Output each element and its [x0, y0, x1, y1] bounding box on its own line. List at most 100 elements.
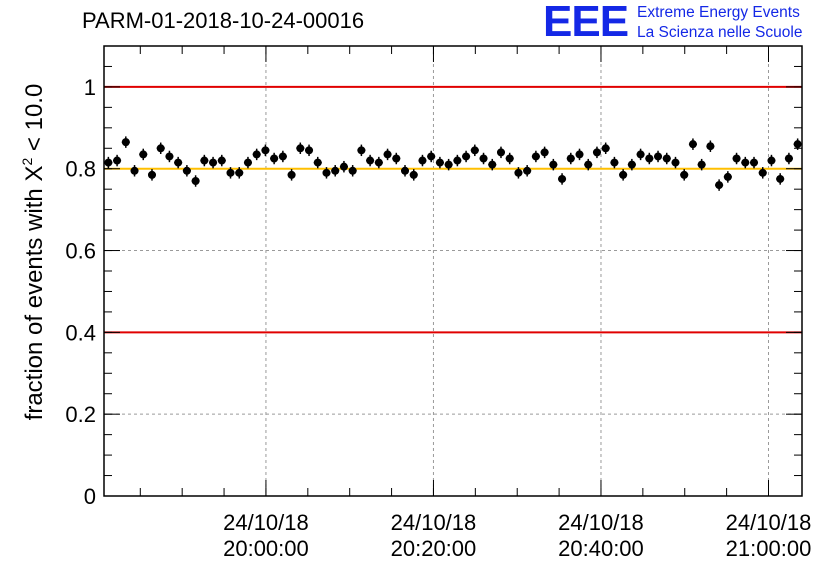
y-tick-label: 0.6 [65, 239, 96, 264]
data-point [374, 156, 383, 169]
data-point [619, 169, 628, 181]
chart-title: PARM-01-2018-10-24-00016 [82, 8, 365, 33]
data-point [174, 156, 183, 169]
point-marker [121, 138, 130, 147]
data-point [453, 154, 462, 167]
point-marker [270, 154, 279, 163]
data-point [243, 156, 252, 169]
point-marker [601, 144, 610, 153]
point-marker [174, 158, 183, 167]
x-tick-label-date: 24/10/18 [223, 510, 309, 535]
x-tick-label-time: 21:00:00 [726, 536, 812, 561]
point-marker [793, 140, 802, 149]
point-marker [470, 146, 479, 155]
data-point [427, 150, 436, 163]
x-tick-label-date: 24/10/18 [726, 510, 812, 535]
data-point [401, 165, 410, 177]
y-axis-label-suffix: < 10.0 [21, 83, 48, 158]
point-marker [575, 150, 584, 159]
data-point [741, 156, 750, 169]
point-marker [296, 144, 305, 153]
point-marker [523, 166, 532, 175]
point-marker [226, 168, 235, 177]
data-point [549, 158, 558, 171]
point-marker [715, 181, 724, 190]
point-marker [104, 158, 113, 167]
point-marker [688, 140, 697, 149]
point-marker [496, 148, 505, 157]
data-point [305, 144, 314, 157]
point-marker [305, 146, 314, 155]
data-point [121, 136, 130, 148]
point-marker [156, 144, 165, 153]
point-marker [514, 168, 523, 177]
data-point [130, 165, 139, 177]
point-marker [723, 172, 732, 181]
reference-lines [104, 85, 802, 334]
data-point [758, 167, 767, 179]
point-marker [261, 146, 270, 155]
point-marker [732, 154, 741, 163]
point-marker [758, 168, 767, 177]
data-point [139, 148, 148, 161]
data-point [147, 169, 156, 181]
point-marker [488, 160, 497, 169]
point-marker [409, 170, 418, 179]
data-point [322, 167, 331, 179]
data-point [776, 173, 785, 185]
data-point [217, 154, 226, 167]
data-point [706, 140, 715, 152]
point-marker [383, 150, 392, 159]
point-marker [287, 170, 296, 179]
point-marker [182, 166, 191, 175]
point-marker [392, 154, 401, 163]
data-point [462, 150, 471, 163]
point-marker [401, 166, 410, 175]
data-point [287, 169, 296, 181]
data-point [697, 158, 706, 171]
data-point [156, 142, 165, 154]
point-marker [549, 160, 558, 169]
data-point [191, 175, 200, 187]
y-axis-label-sup: 2 [19, 157, 35, 166]
data-point [662, 152, 671, 165]
y-tick-label: 0.4 [65, 320, 96, 345]
point-marker [776, 174, 785, 183]
data-point [200, 154, 209, 167]
point-marker [252, 150, 261, 159]
grid-lines [104, 46, 802, 496]
x-tick-label-date: 24/10/18 [558, 510, 644, 535]
point-marker [750, 158, 759, 167]
point-marker [453, 156, 462, 165]
point-marker [619, 170, 628, 179]
point-marker [645, 154, 654, 163]
point-marker [505, 154, 514, 163]
point-marker [418, 156, 427, 165]
point-marker [540, 148, 549, 157]
data-point [610, 156, 619, 169]
point-marker [531, 152, 540, 161]
point-marker [165, 152, 174, 161]
data-point [514, 167, 523, 179]
data-point [496, 146, 505, 159]
data-point [523, 165, 532, 177]
point-marker [767, 156, 776, 165]
data-point [767, 154, 776, 167]
point-marker [654, 152, 663, 161]
point-marker [627, 160, 636, 169]
point-marker [113, 156, 122, 165]
data-point [784, 152, 793, 165]
point-marker [339, 162, 348, 171]
data-point [654, 150, 663, 163]
data-point [331, 165, 340, 177]
point-marker [706, 142, 715, 151]
data-point [470, 144, 479, 157]
point-marker [636, 150, 645, 159]
data-point [348, 165, 357, 177]
point-marker [243, 158, 252, 167]
data-point [226, 167, 235, 179]
point-marker [662, 154, 671, 163]
data-point [540, 146, 549, 159]
data-point [592, 146, 601, 159]
